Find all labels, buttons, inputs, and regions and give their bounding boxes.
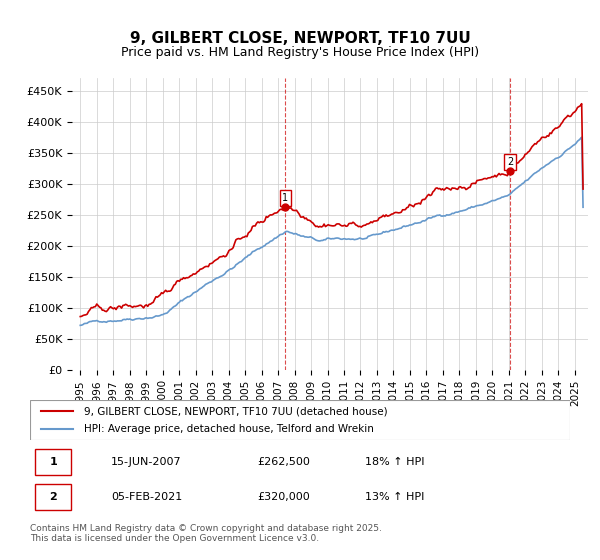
FancyBboxPatch shape (35, 449, 71, 475)
Text: 13% ↑ HPI: 13% ↑ HPI (365, 492, 424, 502)
Text: HPI: Average price, detached house, Telford and Wrekin: HPI: Average price, detached house, Telf… (84, 423, 374, 433)
Text: 9, GILBERT CLOSE, NEWPORT, TF10 7UU: 9, GILBERT CLOSE, NEWPORT, TF10 7UU (130, 31, 470, 46)
Text: 05-FEB-2021: 05-FEB-2021 (111, 492, 182, 502)
Text: £320,000: £320,000 (257, 492, 310, 502)
FancyBboxPatch shape (30, 400, 570, 440)
Text: 18% ↑ HPI: 18% ↑ HPI (365, 457, 424, 467)
Text: Price paid vs. HM Land Registry's House Price Index (HPI): Price paid vs. HM Land Registry's House … (121, 46, 479, 59)
Text: 1: 1 (49, 457, 57, 467)
Text: 1: 1 (283, 193, 289, 203)
Text: 15-JUN-2007: 15-JUN-2007 (111, 457, 182, 467)
Text: 2: 2 (49, 492, 57, 502)
Text: Contains HM Land Registry data © Crown copyright and database right 2025.
This d: Contains HM Land Registry data © Crown c… (30, 524, 382, 543)
Text: 9, GILBERT CLOSE, NEWPORT, TF10 7UU (detached house): 9, GILBERT CLOSE, NEWPORT, TF10 7UU (det… (84, 407, 388, 417)
FancyBboxPatch shape (35, 484, 71, 510)
Text: 2: 2 (507, 157, 514, 167)
Text: £262,500: £262,500 (257, 457, 310, 467)
